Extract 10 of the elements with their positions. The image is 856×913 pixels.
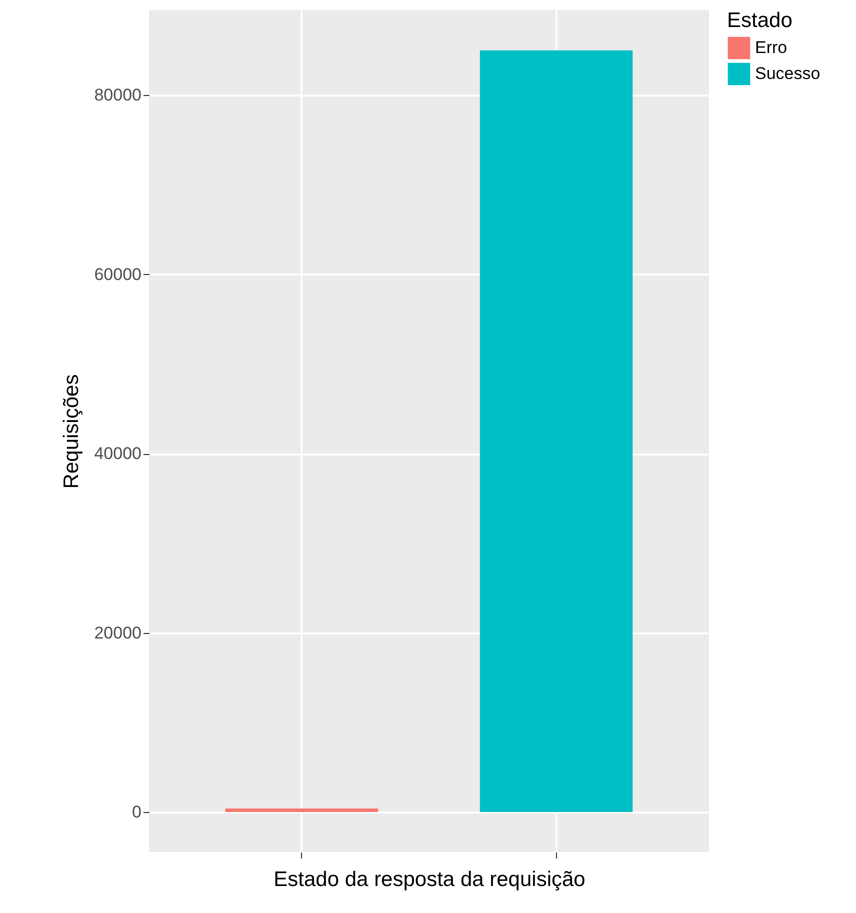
y-tick-label: 60000 [94,264,142,284]
legend-label: Erro [755,38,788,57]
y-tick-label: 0 [132,802,142,822]
y-tick-label: 40000 [94,444,142,464]
y-tick-label: 20000 [94,623,142,642]
y-tick-label: 80000 [94,86,142,105]
x-axis-title: Estado da resposta da requisição [274,868,586,891]
legend-label: Sucesso [755,64,820,83]
y-axis-title: Requisições [60,374,84,489]
legend-title: Estado [727,9,792,32]
